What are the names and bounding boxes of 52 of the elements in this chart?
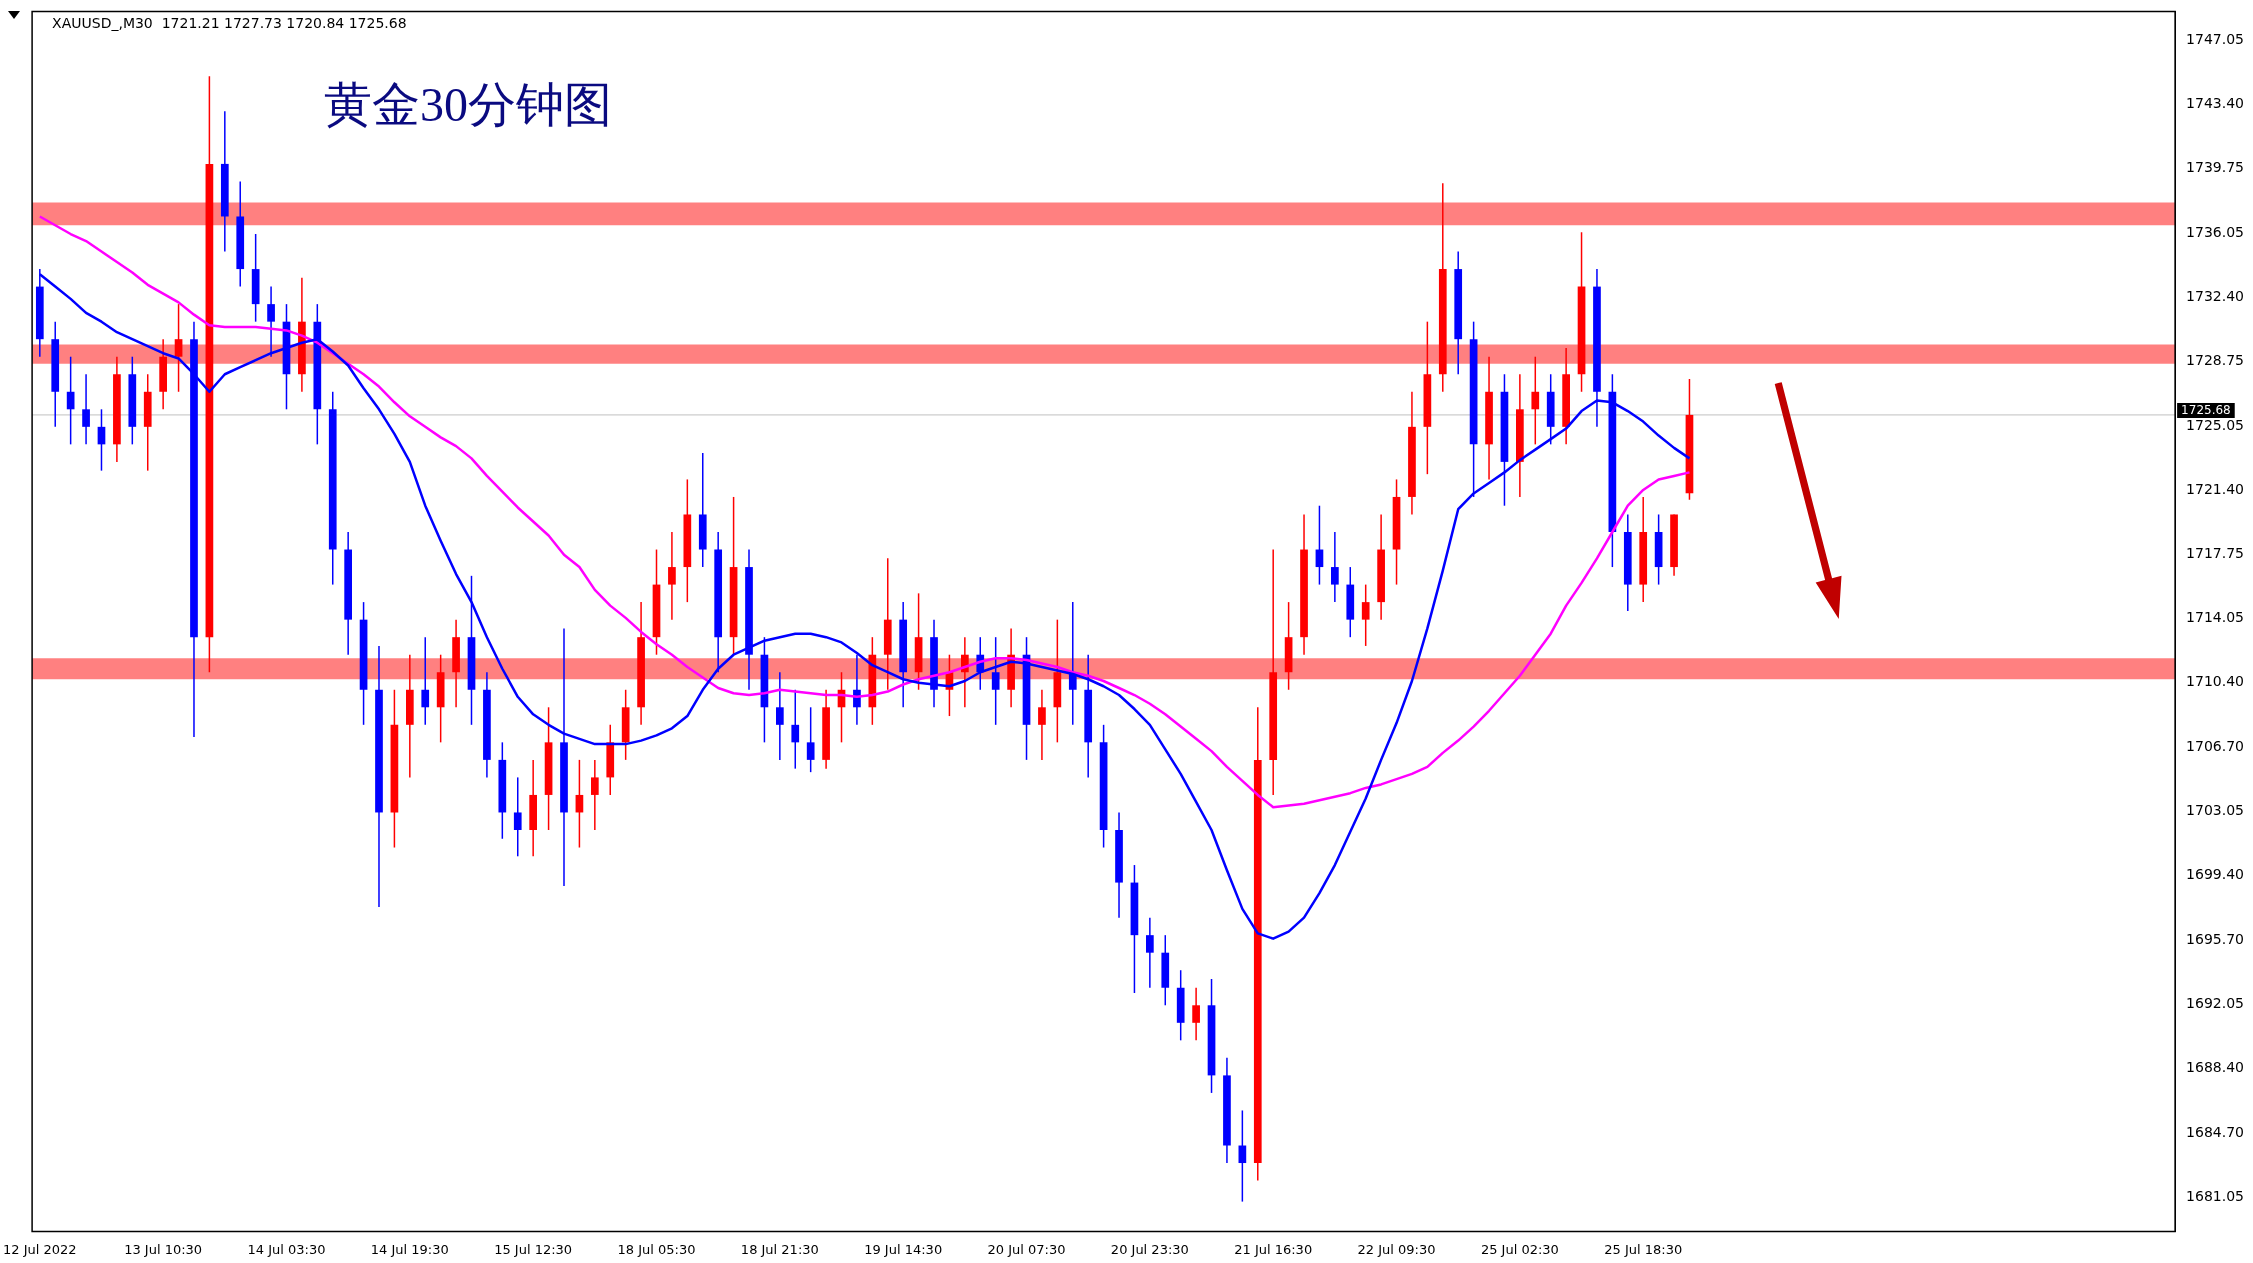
y-tick-label: 1695.70 [2186,931,2245,948]
y-tick-label: 1692.05 [2186,995,2245,1012]
candlestick [1038,689,1046,761]
y-tick-label: 1725.05 [2186,416,2245,433]
y-tick-label: 1739.75 [2186,158,2245,175]
candlestick [1146,916,1154,989]
x-tick-label: 12 Jul 2022 [3,1241,77,1257]
y-tick-label: 1710.40 [2186,673,2245,690]
candlestick [174,303,183,393]
x-tick-label: 25 Jul 18:30 [1604,1241,1683,1257]
y-tick-label: 1688.40 [2186,1059,2245,1076]
x-tick-label: 18 Jul 21:30 [740,1241,819,1257]
y-tick-label: 1743.40 [2186,94,2245,111]
x-tick-label: 20 Jul 07:30 [987,1241,1066,1257]
text: 黄金30分钟图 [324,78,613,132]
candlestick [82,373,90,446]
candlestick [1331,531,1339,603]
y-tick-label: 1699.40 [2186,866,2245,883]
candlestick [991,636,1000,726]
x-tick-label: 19 Jul 14:30 [864,1241,943,1257]
candlestick [421,636,430,726]
x-tick-label: 14 Jul 03:30 [247,1241,326,1257]
candlestick [267,285,275,358]
y-tick-label: 1728.75 [2186,351,2245,368]
y-tick-label: 1684.70 [2186,1123,2245,1140]
y-tick-label: 1747.05 [2186,30,2245,47]
candlestick [806,706,815,773]
y-tick-label: 1706.70 [2186,738,2245,755]
x-tick-label: 15 Jul 12:30 [494,1241,573,1257]
y-tick-label: 1714.05 [2186,609,2245,626]
y-tick-label: 1681.05 [2186,1187,2245,1204]
y-tick-label: 1717.75 [2186,544,2245,561]
y-tick-label: 1703.05 [2186,802,2245,819]
y-tick-label: 1736.05 [2186,223,2245,240]
candlestick [668,531,676,621]
candlestick [590,759,599,831]
annotation: XAUUSD_,M30 1721.21 1727.73 1720.84 1725.68 [52,15,407,32]
y-tick-label: 1721.40 [2186,480,2245,497]
candlestick [1192,987,1200,1042]
x-tick-label: 22 Jul 09:30 [1357,1241,1436,1257]
y-tick-label: 1732.40 [2186,287,2245,304]
x-tick-label: 21 Jul 16:30 [1234,1241,1313,1257]
x-tick-label: 25 Jul 02:30 [1480,1241,1559,1257]
candlestick [775,671,784,761]
x-tick-label: 18 Jul 05:30 [617,1241,696,1257]
candlestick [513,776,522,858]
candlestick [1531,355,1540,446]
x-tick-label: 13 Jul 10:30 [124,1241,203,1257]
candlestick [1361,583,1370,647]
ref-line-label: 1725.68 [2181,402,2231,417]
x-tick-label: 20 Jul 23:30 [1110,1241,1189,1257]
x-tick-label: 14 Jul 19:30 [370,1241,449,1257]
